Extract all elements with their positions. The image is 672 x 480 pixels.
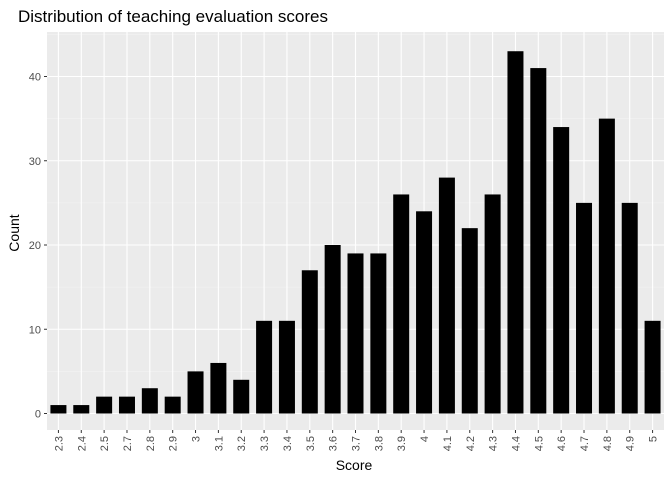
x-tick-label: 4.8 xyxy=(602,436,614,451)
bar-3.4 xyxy=(278,320,295,414)
bar-3.3 xyxy=(256,320,273,414)
bar-3.6 xyxy=(324,245,341,414)
x-tick-label: 2.3 xyxy=(53,436,65,451)
bar-2.7 xyxy=(118,396,135,414)
y-tick-label: 10 xyxy=(29,324,41,336)
x-tick-label: 3 xyxy=(191,436,203,442)
bars xyxy=(50,51,661,414)
bar-4.1 xyxy=(438,177,455,414)
bar-4.4 xyxy=(507,51,524,414)
y-tick-label: 20 xyxy=(29,240,41,252)
bar-3.7 xyxy=(347,253,364,414)
x-axis-title: Score xyxy=(336,457,373,473)
x-tick-label: 4.2 xyxy=(465,436,477,451)
x-tick-label: 3.3 xyxy=(259,436,271,451)
y-tick-label: 30 xyxy=(29,156,41,168)
bar-2.3 xyxy=(50,405,67,414)
x-tick-label: 2.8 xyxy=(145,436,157,451)
x-tick-label: 3.6 xyxy=(328,436,340,451)
y-axis-title: Count xyxy=(6,214,22,251)
bar-3.8 xyxy=(370,253,387,414)
x-tick-label: 3.7 xyxy=(351,436,363,451)
x-tick-label: 4.9 xyxy=(625,436,637,451)
bar-3.1 xyxy=(210,362,227,414)
bar-4 xyxy=(416,211,433,414)
y-axis-ticks: 0 10 20 30 40 xyxy=(29,72,47,421)
y-tick-label: 0 xyxy=(35,409,41,421)
x-tick-label: 4.7 xyxy=(579,436,591,451)
bar-4.9 xyxy=(621,202,638,414)
bar-4.7 xyxy=(576,202,593,414)
x-tick-label: 2.4 xyxy=(76,436,88,451)
x-tick-label: 2.7 xyxy=(122,436,134,451)
x-tick-label: 4 xyxy=(419,436,431,442)
x-tick-label: 4.4 xyxy=(510,436,522,451)
x-tick-label: 3.2 xyxy=(236,436,248,451)
x-tick-label: 2.5 xyxy=(99,436,111,451)
bar-2.5 xyxy=(96,396,113,414)
chart-title: Distribution of teaching evaluation scor… xyxy=(18,7,328,26)
bar-4.3 xyxy=(484,194,501,414)
bar-4.5 xyxy=(530,68,547,414)
x-tick-label: 4.5 xyxy=(533,436,545,451)
bar-3.9 xyxy=(393,194,410,414)
x-tick-label: 4.1 xyxy=(442,436,454,451)
bar-3.5 xyxy=(301,270,318,414)
bar-5 xyxy=(644,320,661,414)
x-tick-label: 3.9 xyxy=(396,436,408,451)
x-tick-label: 3.4 xyxy=(282,436,294,451)
x-tick-label: 5 xyxy=(648,436,660,442)
bar-3 xyxy=(187,371,204,414)
x-tick-label: 2.9 xyxy=(168,436,180,451)
bar-2.4 xyxy=(73,405,90,414)
y-tick-label: 40 xyxy=(29,72,41,84)
bar-4.8 xyxy=(598,118,615,414)
bar-3.2 xyxy=(233,379,250,414)
x-tick-label: 4.3 xyxy=(488,436,500,451)
x-tick-label: 3.5 xyxy=(305,436,317,451)
x-tick-label: 4.6 xyxy=(556,436,568,451)
x-tick-label: 3.8 xyxy=(373,436,385,451)
bar-4.6 xyxy=(553,127,570,414)
bar-4.2 xyxy=(461,228,478,414)
x-tick-label: 3.1 xyxy=(213,436,225,451)
bar-2.8 xyxy=(141,388,158,414)
x-axis-ticks: 2.3 2.4 2.5 2.7 2.8 2.9 3 3.1 3.2 3.3 3.4 3.5 3.6 3.7… xyxy=(53,430,660,451)
bar-2.9 xyxy=(164,396,181,414)
